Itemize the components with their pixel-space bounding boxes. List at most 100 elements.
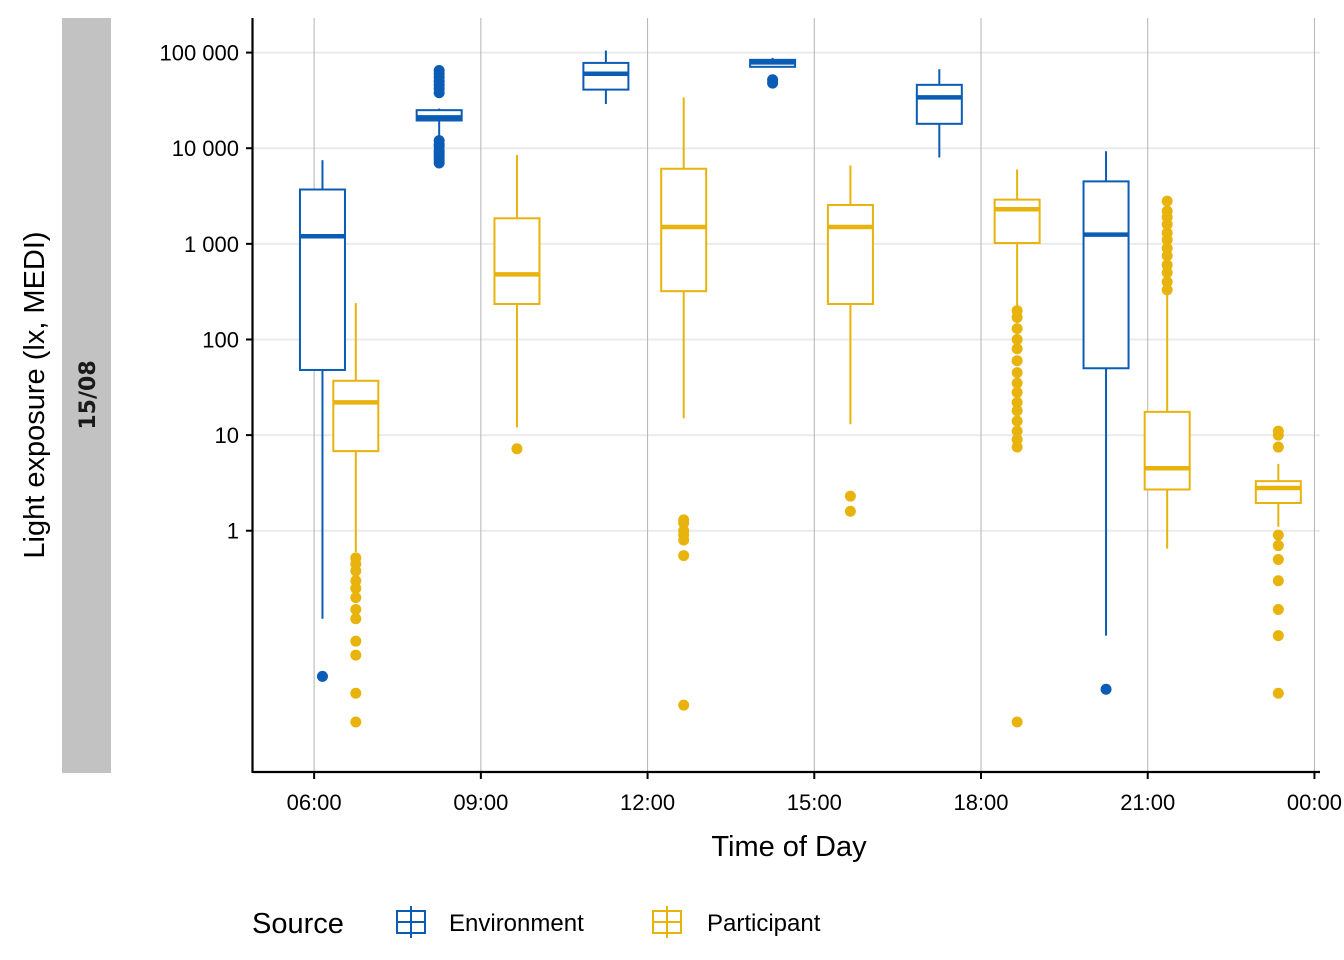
box-environment xyxy=(1082,151,1130,695)
x-tick-label: 18:00 xyxy=(953,790,1008,815)
legend-title: Source xyxy=(252,908,344,940)
outlier-point xyxy=(1011,343,1023,355)
box-participant xyxy=(660,97,708,711)
x-tick-label: 21:00 xyxy=(1120,790,1175,815)
box-participant xyxy=(1143,195,1191,549)
outlier-point xyxy=(1161,195,1173,207)
outlier-point xyxy=(350,613,362,625)
outlier-point xyxy=(1011,305,1023,317)
box-participant xyxy=(1254,425,1302,699)
outlier-point xyxy=(1161,205,1173,217)
outlier-point xyxy=(1011,433,1023,445)
outlier-point xyxy=(1161,250,1173,262)
box-participant xyxy=(332,303,380,728)
outlier-point xyxy=(1161,284,1173,296)
box-participant xyxy=(993,169,1041,728)
x-tick-label: 06:00 xyxy=(287,790,342,815)
y-tick-label: 100 000 xyxy=(159,41,239,66)
outlier-point xyxy=(1011,323,1023,335)
outlier-point xyxy=(1011,377,1023,389)
outlier-point xyxy=(678,514,690,526)
outlier-point xyxy=(1272,604,1284,616)
outlier-point xyxy=(1011,425,1023,437)
outlier-point xyxy=(1272,529,1284,541)
y-tick-label: 1 000 xyxy=(184,232,239,257)
outlier-point xyxy=(1011,441,1023,453)
box-iqr xyxy=(332,379,380,453)
x-tick-label: 12:00 xyxy=(620,790,675,815)
outlier-point xyxy=(1272,425,1284,437)
outlier-point xyxy=(1011,396,1023,408)
y-tick-label: 1 xyxy=(227,519,239,544)
box-iqr xyxy=(826,203,874,305)
plot-marks xyxy=(298,50,1302,728)
legend-label-participant: Participant xyxy=(707,910,821,937)
outlier-point xyxy=(844,505,856,517)
facet-strip xyxy=(62,18,111,773)
outlier-point xyxy=(1272,540,1284,552)
outlier-point xyxy=(1272,630,1284,642)
box-environment xyxy=(298,160,346,682)
outlier-point xyxy=(1161,227,1173,239)
outlier-point xyxy=(1161,259,1173,271)
outlier-point xyxy=(1011,367,1023,379)
box-iqr xyxy=(582,61,630,91)
outlier-point xyxy=(1100,683,1112,695)
outlier-point xyxy=(350,604,362,616)
outlier-point xyxy=(350,716,362,728)
outlier-point xyxy=(350,582,362,594)
outlier-point xyxy=(1011,386,1023,398)
outlier-point xyxy=(1011,405,1023,417)
y-tick-label: 10 000 xyxy=(172,136,239,161)
y-axis-title: Light exposure (lx, MEDI) xyxy=(19,231,51,558)
outlier-point xyxy=(1161,276,1173,288)
outlier-point xyxy=(678,550,690,562)
y-axis-ticks: 1 10 100 1 000 10 000 100 000 xyxy=(159,41,253,544)
box-iqr xyxy=(993,198,1041,245)
box-iqr xyxy=(493,217,541,305)
box-environment xyxy=(582,50,630,105)
box-iqr xyxy=(1254,480,1302,505)
outlier-point xyxy=(350,687,362,699)
outlier-point xyxy=(350,575,362,587)
outlier-point xyxy=(1011,355,1023,367)
outlier-point xyxy=(1161,242,1173,254)
facet-label: 15/08 xyxy=(76,360,101,429)
x-tick-label: 15:00 xyxy=(787,790,842,815)
box-participant xyxy=(493,154,541,455)
outlier-point xyxy=(1272,575,1284,587)
outlier-point xyxy=(350,592,362,604)
box-iqr xyxy=(660,167,708,293)
outlier-point xyxy=(1272,554,1284,566)
outlier-point xyxy=(1011,333,1023,345)
outlier-point xyxy=(511,443,523,455)
outlier-point xyxy=(433,135,445,147)
y-tick-label: 10 xyxy=(215,423,239,448)
x-axis-ticks: 06:00 09:00 12:00 15:00 18:00 21:00 00:00 xyxy=(287,772,1342,815)
box-iqr xyxy=(298,188,346,371)
outlier-point xyxy=(1011,415,1023,427)
outlier-point xyxy=(350,552,362,564)
box-iqr xyxy=(915,83,963,125)
outlier-point xyxy=(678,699,690,711)
x-axis-title: Time of Day xyxy=(711,831,867,863)
box-iqr xyxy=(1143,410,1191,491)
legend-key-environment xyxy=(396,906,426,938)
outlier-point xyxy=(433,64,445,76)
grid-lines xyxy=(253,18,1320,772)
box-environment xyxy=(915,69,963,158)
y-tick-label: 100 xyxy=(202,327,239,352)
outlier-point xyxy=(350,649,362,661)
box-iqr xyxy=(1082,180,1130,370)
legend-label-environment: Environment xyxy=(449,910,584,937)
outlier-point xyxy=(1011,716,1023,728)
outlier-point xyxy=(844,490,856,502)
x-tick-label: 00:00 xyxy=(1287,790,1342,815)
outlier-point xyxy=(767,74,779,86)
box-participant xyxy=(826,165,874,517)
legend: Source Environment Participant xyxy=(252,906,821,940)
outlier-point xyxy=(1272,687,1284,699)
outlier-point xyxy=(1272,441,1284,453)
outlier-point xyxy=(350,635,362,647)
